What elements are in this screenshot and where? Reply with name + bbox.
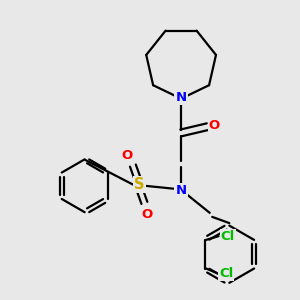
- Text: S: S: [134, 177, 144, 192]
- Text: Cl: Cl: [219, 267, 233, 280]
- Text: O: O: [209, 118, 220, 132]
- Text: O: O: [141, 208, 152, 221]
- Text: N: N: [176, 91, 187, 103]
- Text: Cl: Cl: [221, 230, 235, 243]
- Text: O: O: [121, 149, 132, 162]
- Text: N: N: [176, 184, 187, 197]
